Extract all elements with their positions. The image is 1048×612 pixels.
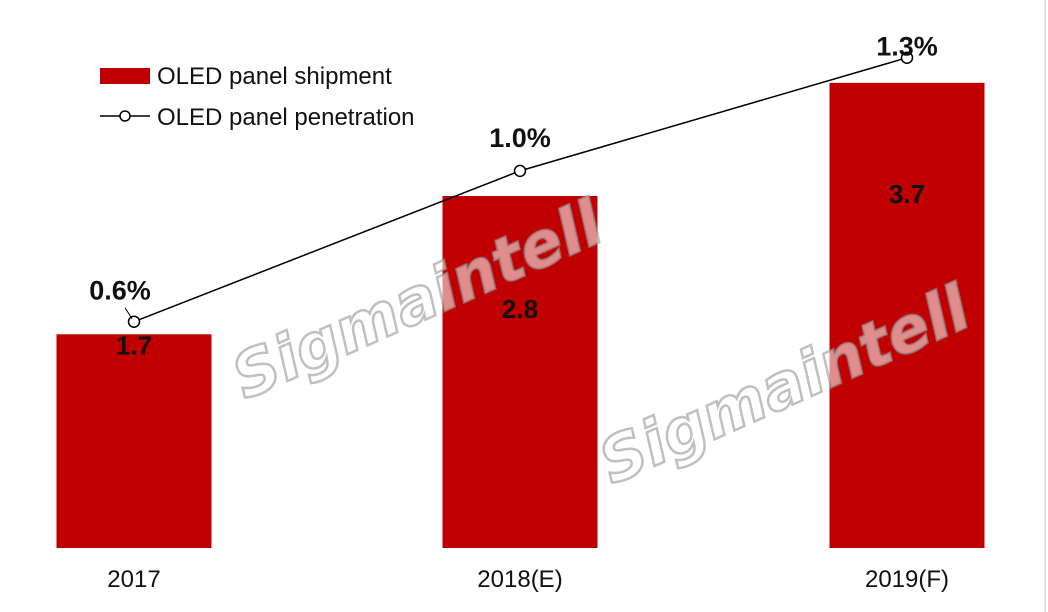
- bar-value-labels: 1.7 2.8 3.7: [116, 179, 925, 360]
- legend-bar-swatch: [100, 68, 150, 84]
- bar-2018(E): [442, 196, 598, 548]
- x-tick-label: 2018(E): [477, 566, 562, 593]
- penetration-point-2017: [127, 315, 141, 328]
- legend-line-label: OLED panel penetration: [157, 104, 415, 131]
- x-tick-label: 2019(F): [865, 566, 949, 593]
- x-tick-label: 2017: [107, 566, 160, 593]
- label-leader-line: [124, 307, 133, 319]
- penetration-point-2019(F): [900, 51, 914, 64]
- bar-value-label: 3.7: [889, 179, 925, 209]
- line-value-labels: 0.6% 1.0% 1.3%: [89, 32, 938, 319]
- penetration-value-label: 0.6%: [89, 276, 151, 306]
- bar-series: [56, 82, 985, 548]
- legend-bar-label: OLED panel shipment: [157, 63, 392, 90]
- penetration-value-label: 1.0%: [489, 123, 551, 153]
- bar-value-label: 1.7: [116, 330, 152, 360]
- penetration-value-label: 1.3%: [876, 32, 938, 62]
- bar-2017: [56, 334, 212, 548]
- line-series: [127, 51, 914, 328]
- legend: OLED panel shipment OLED panel penetrati…: [100, 63, 415, 131]
- bar-value-label: 2.8: [502, 294, 538, 324]
- bar-2019(F): [829, 82, 985, 548]
- penetration-point-2018(E): [513, 164, 527, 178]
- x-axis-ticks: 2017 2018(E) 2019(F): [107, 566, 949, 593]
- legend-line-marker: [119, 110, 131, 122]
